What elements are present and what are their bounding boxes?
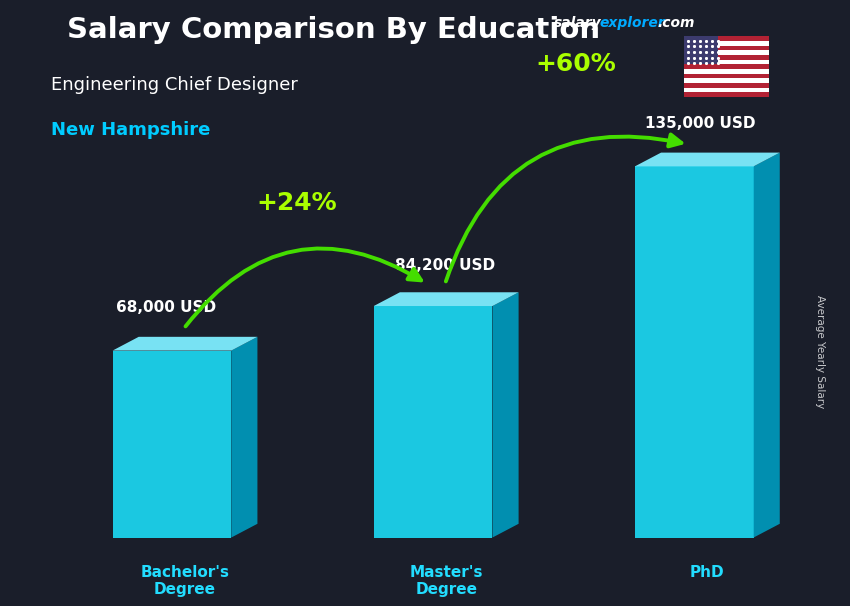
Bar: [684, 69, 769, 74]
Bar: [684, 45, 769, 50]
Text: New Hampshire: New Hampshire: [51, 121, 210, 139]
Text: PhD: PhD: [690, 565, 725, 580]
Bar: [684, 50, 769, 55]
Bar: [684, 92, 769, 97]
Text: explorer: explorer: [599, 16, 665, 30]
Bar: [684, 64, 769, 69]
Polygon shape: [635, 153, 779, 167]
Text: Master's
Degree: Master's Degree: [410, 565, 483, 598]
Bar: [684, 55, 769, 59]
Text: +24%: +24%: [257, 191, 337, 215]
Polygon shape: [754, 153, 779, 538]
Text: Average Yearly Salary: Average Yearly Salary: [815, 295, 825, 408]
Text: Bachelor's
Degree: Bachelor's Degree: [140, 565, 230, 598]
Text: 68,000 USD: 68,000 USD: [116, 300, 216, 315]
Bar: [684, 36, 718, 64]
Text: Salary Comparison By Education: Salary Comparison By Education: [67, 16, 600, 44]
Bar: [635, 167, 754, 538]
Text: salary: salary: [553, 16, 601, 30]
Text: +60%: +60%: [536, 52, 616, 76]
Polygon shape: [231, 337, 258, 538]
Bar: [684, 36, 769, 41]
Polygon shape: [374, 292, 518, 306]
Bar: [112, 350, 231, 538]
Text: 84,200 USD: 84,200 USD: [395, 258, 495, 273]
Bar: [684, 78, 769, 83]
Polygon shape: [112, 337, 258, 350]
Bar: [684, 88, 769, 92]
Bar: [684, 83, 769, 88]
Text: .com: .com: [658, 16, 695, 30]
Bar: [684, 59, 769, 64]
Text: 135,000 USD: 135,000 USD: [645, 116, 756, 131]
Bar: [374, 306, 492, 538]
Polygon shape: [492, 292, 518, 538]
Text: Engineering Chief Designer: Engineering Chief Designer: [51, 76, 298, 94]
Bar: [684, 74, 769, 78]
Bar: [684, 41, 769, 45]
